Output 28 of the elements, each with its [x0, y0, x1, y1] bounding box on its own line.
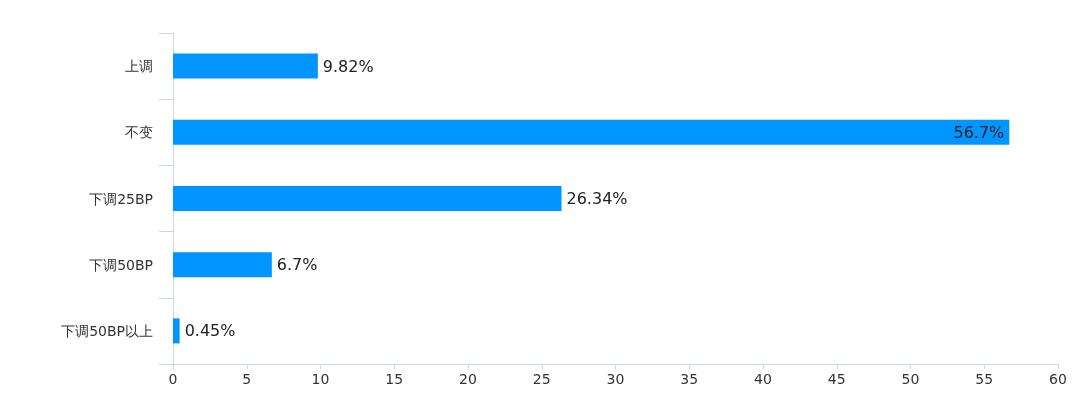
x-tick-label: 55: [975, 371, 994, 387]
bar: [173, 318, 180, 344]
x-tick-label: 15: [385, 371, 404, 387]
x-tick-label: 20: [459, 371, 477, 387]
y-tick-label: 下调50BP: [89, 256, 153, 273]
y-tick-label: 不变: [125, 124, 153, 141]
x-tick-label: 25: [532, 371, 551, 387]
data-label: 0.45%: [184, 321, 236, 341]
data-label: 56.7%: [953, 122, 1005, 142]
data-label: 9.82%: [322, 56, 374, 76]
x-tick-label: 45: [827, 371, 846, 387]
x-tick-label: 50: [901, 371, 920, 387]
y-tick-label: 上调: [125, 58, 153, 75]
x-tick-label: 0: [168, 371, 178, 387]
bar: [173, 186, 562, 211]
data-label: 6.7%: [276, 255, 318, 275]
x-tick-label: 5: [242, 371, 252, 387]
x-tick-label: 35: [680, 371, 699, 387]
x-tick-label: 30: [606, 371, 625, 387]
bar: [173, 53, 318, 79]
x-tick-label: 60: [1049, 371, 1067, 387]
y-tick-label: 下调50BP以上: [61, 322, 153, 339]
bar: [173, 119, 1010, 145]
data-label: 26.34%: [566, 189, 628, 208]
bar: [173, 252, 272, 278]
y-tick-label: 下调25BP: [89, 190, 153, 207]
x-tick-label: 10: [311, 371, 330, 387]
x-tick-label: 40: [754, 371, 772, 387]
